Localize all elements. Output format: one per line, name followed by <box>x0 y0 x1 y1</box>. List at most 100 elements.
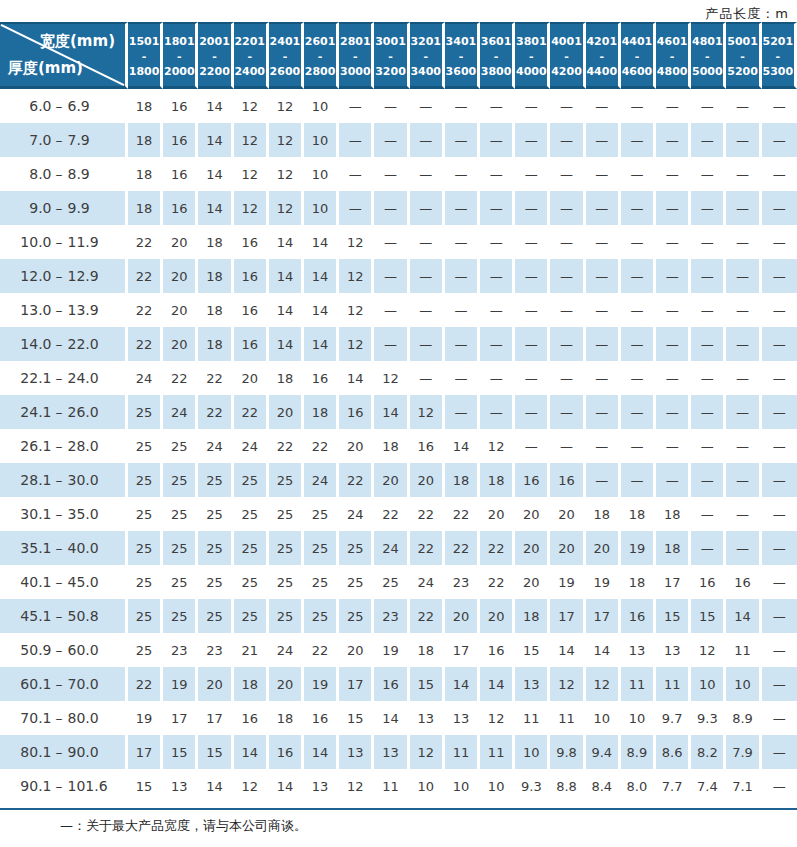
length-value-cell: 25 <box>234 599 269 633</box>
length-value-cell: 10 <box>621 701 656 735</box>
length-value-cell: 17 <box>586 599 621 633</box>
length-value-cell: 16 <box>726 565 761 599</box>
length-value-cell: 12 <box>234 157 269 191</box>
length-value-dash-cell: — <box>762 667 797 701</box>
length-value-cell: 11 <box>445 735 480 769</box>
length-value-cell: 10 <box>304 191 339 225</box>
length-value-dash-cell: — <box>656 293 691 327</box>
length-value-cell: 8.4 <box>586 769 621 803</box>
length-value-cell: 18 <box>198 225 233 259</box>
length-value-dash-cell: — <box>621 293 656 327</box>
width-range-header: 2401- 2600 <box>269 22 304 89</box>
length-value-cell: 14 <box>304 293 339 327</box>
length-value-cell: 21 <box>234 633 269 667</box>
length-value-dash-cell: — <box>691 89 726 123</box>
length-value-cell: 25 <box>234 565 269 599</box>
length-value-dash-cell: — <box>339 191 374 225</box>
table-row: 26.1–28.02525242422222018161412———————— <box>0 429 797 463</box>
length-value-dash-cell: — <box>374 259 409 293</box>
length-value-cell: 16 <box>339 395 374 429</box>
length-value-dash-cell: — <box>586 429 621 463</box>
length-value-cell: 25 <box>128 633 163 667</box>
length-value-cell: 25 <box>234 463 269 497</box>
length-value-cell: 19 <box>550 565 585 599</box>
table-row: 12.0–12.922201816141412———————————— <box>0 259 797 293</box>
length-value-cell: 19 <box>128 701 163 735</box>
length-value-dash-cell: — <box>762 395 797 429</box>
length-value-dash-cell: — <box>656 89 691 123</box>
length-value-cell: 22 <box>374 497 409 531</box>
length-value-cell: 12 <box>410 395 445 429</box>
length-value-cell: 14 <box>374 701 409 735</box>
width-range-header: 4401- 4600 <box>621 22 656 89</box>
length-value-cell: 18 <box>234 667 269 701</box>
length-value-dash-cell: — <box>762 293 797 327</box>
length-value-dash-cell: — <box>586 395 621 429</box>
length-value-dash-cell: — <box>515 293 550 327</box>
length-value-cell: 20 <box>269 395 304 429</box>
length-value-cell: 14 <box>304 225 339 259</box>
length-value-dash-cell: — <box>726 225 761 259</box>
length-value-dash-cell: — <box>691 395 726 429</box>
table-body: 6.0–6.9181614121210—————————————7.0–7.91… <box>0 89 797 803</box>
length-value-dash-cell: — <box>726 327 761 361</box>
length-value-cell: 15 <box>163 735 198 769</box>
length-value-cell: 25 <box>128 497 163 531</box>
length-value-dash-cell: — <box>762 191 797 225</box>
width-range-header: 4601- 4800 <box>656 22 691 89</box>
length-value-cell: 20 <box>410 463 445 497</box>
length-value-cell: 22 <box>198 395 233 429</box>
thickness-range-label: 35.1–40.0 <box>0 531 128 565</box>
length-value-cell: 24 <box>304 463 339 497</box>
length-value-cell: 11 <box>621 667 656 701</box>
length-value-cell: 12 <box>234 191 269 225</box>
length-value-cell: 15 <box>339 701 374 735</box>
length-value-cell: 25 <box>269 497 304 531</box>
length-value-cell: 19 <box>304 667 339 701</box>
thickness-range-label: 14.0–22.0 <box>0 327 128 361</box>
length-value-dash-cell: — <box>726 157 761 191</box>
width-range-header: 1801- 2000 <box>163 22 198 89</box>
length-value-cell: 16 <box>374 667 409 701</box>
length-value-cell: 12 <box>269 157 304 191</box>
length-value-dash-cell: — <box>691 463 726 497</box>
thickness-range-label: 13.0–13.9 <box>0 293 128 327</box>
thickness-range-label: 9.0–9.9 <box>0 191 128 225</box>
length-value-cell: 14 <box>304 259 339 293</box>
length-value-dash-cell: — <box>550 123 585 157</box>
length-value-dash-cell: — <box>550 225 585 259</box>
length-value-dash-cell: — <box>586 157 621 191</box>
length-value-cell: 12 <box>480 701 515 735</box>
length-value-dash-cell: — <box>374 293 409 327</box>
length-value-cell: 12 <box>269 89 304 123</box>
length-value-cell: 14 <box>198 191 233 225</box>
length-value-dash-cell: — <box>480 259 515 293</box>
dash-legend-note: —：关于最大产品宽度，请与本公司商谈。 <box>60 817 797 835</box>
length-value-cell: 12 <box>234 89 269 123</box>
length-value-dash-cell: — <box>726 361 761 395</box>
length-value-cell: 25 <box>198 497 233 531</box>
length-value-dash-cell: — <box>762 225 797 259</box>
length-value-cell: 22 <box>339 463 374 497</box>
length-value-dash-cell: — <box>480 157 515 191</box>
length-value-cell: 11 <box>374 769 409 803</box>
thickness-axis-label: 厚度(mm) <box>8 59 83 78</box>
length-value-cell: 10 <box>515 735 550 769</box>
length-value-cell: 25 <box>198 599 233 633</box>
length-value-cell: 14 <box>198 89 233 123</box>
product-length-unit-label: 产品长度：m <box>0 0 797 22</box>
thickness-range-label: 28.1–30.0 <box>0 463 128 497</box>
thickness-range-label: 80.1–90.0 <box>0 735 128 769</box>
length-value-cell: 9.7 <box>656 701 691 735</box>
length-value-dash-cell: — <box>339 123 374 157</box>
length-value-dash-cell: — <box>445 259 480 293</box>
length-value-cell: 19 <box>586 565 621 599</box>
length-value-cell: 16 <box>163 191 198 225</box>
spec-sheet-page: 产品长度：m 宽度(mm) 厚度(mm) 1501- 18001801- 200… <box>0 0 797 835</box>
thickness-range-label: 7.0–7.9 <box>0 123 128 157</box>
thickness-range-label: 22.1–24.0 <box>0 361 128 395</box>
length-value-cell: 18 <box>198 327 233 361</box>
width-range-header: 3201- 3400 <box>410 22 445 89</box>
length-value-cell: 10 <box>304 157 339 191</box>
length-value-dash-cell: — <box>586 361 621 395</box>
